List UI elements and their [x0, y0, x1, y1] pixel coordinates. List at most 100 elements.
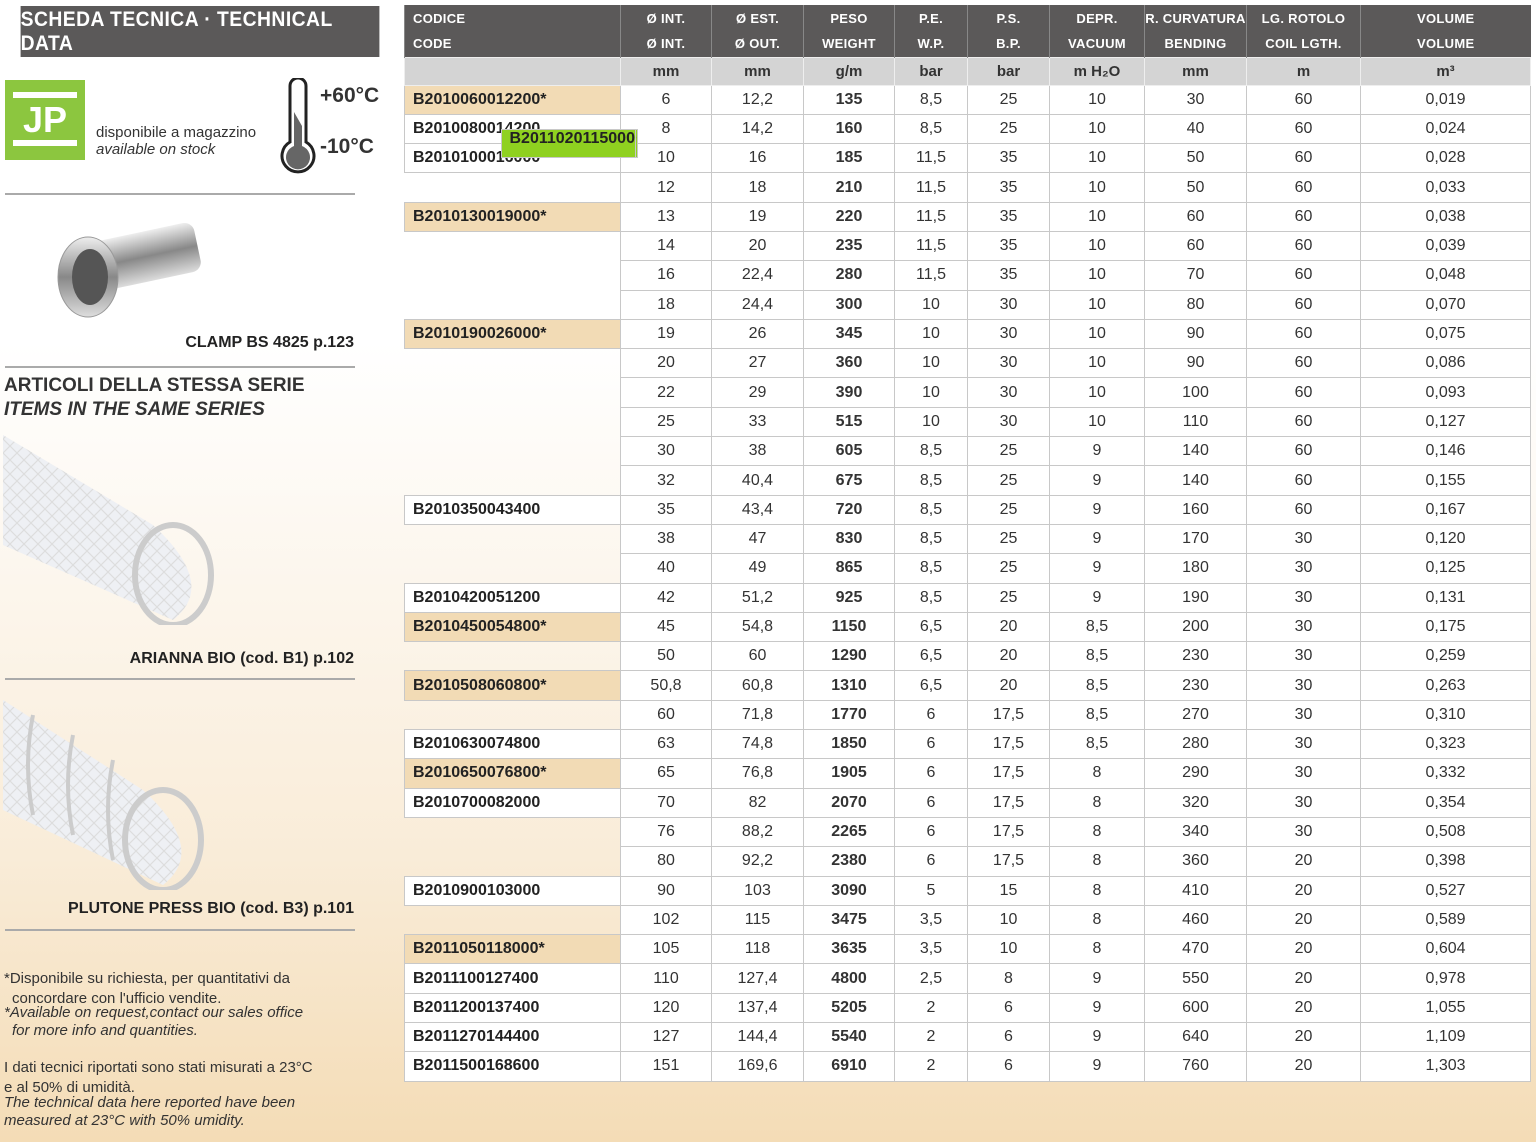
data-cell: 2070: [803, 787, 895, 818]
data-cell: 0,167: [1360, 494, 1531, 525]
data-cell: 127: [620, 1021, 712, 1053]
product-code: B2010900103000: [404, 875, 621, 906]
column-header: Ø EST.: [711, 5, 804, 31]
data-cell: 20: [620, 348, 712, 379]
table-row: B2010200027000202736010301090600,086: [405, 129, 1531, 379]
data-cell: 6910: [803, 1051, 895, 1082]
data-cell: 54,8: [711, 611, 804, 643]
data-cell: 0,033: [1360, 172, 1531, 203]
data-cell: 40: [620, 553, 712, 584]
data-cell: 17,5: [967, 699, 1050, 731]
data-cell: 60: [1246, 318, 1361, 350]
data-cell: 9: [1049, 553, 1145, 584]
data-cell: 30: [1246, 670, 1361, 701]
clamp-caption: CLAMP BS 4825 p.123: [185, 334, 354, 351]
data-cell: 760: [1144, 1051, 1247, 1082]
data-cell: 8,5: [1049, 729, 1145, 760]
data-cell: 8,5: [1049, 641, 1145, 672]
table-row: B2011100127400 110 127,4 4800 2,5 8 9 550 20 0,97…: [404, 963, 1531, 994]
divider: [5, 193, 355, 195]
data-cell: 17,5: [967, 729, 1050, 760]
data-cell: 0,024: [1360, 113, 1531, 145]
table-row: B2010900103000 90 103 3090 5 15 8 410 20 0,527: [404, 875, 1531, 906]
plutone-caption: PLUTONE PRESS BIO (cod. B3) p.101: [68, 900, 354, 917]
table-row: B20102500330002533515103010110600,127: [405, 129, 1531, 438]
data-cell: 160: [803, 113, 895, 145]
data-cell: 340: [1144, 816, 1247, 848]
jp-logo: JP: [5, 80, 85, 160]
column-header: mm: [1144, 56, 1247, 86]
note-line: e al 50% di umidità.: [4, 1079, 135, 1096]
data-cell: 30: [967, 406, 1050, 438]
column-header: mm: [711, 56, 804, 86]
data-cell: 30: [1246, 758, 1361, 789]
data-cell: 2380: [803, 846, 895, 877]
data-cell: 5205: [803, 992, 895, 1024]
data-cell: 35: [967, 172, 1050, 203]
column-header: bar: [894, 56, 968, 86]
note-line: I dati tecnici riportati sono stati misu…: [4, 1059, 313, 1076]
data-cell: 10: [1049, 377, 1145, 408]
page-title: SCHEDA TECNICA · TECHNICAL DATA: [20, 6, 380, 57]
data-cell: 0,070: [1360, 289, 1531, 320]
data-cell: 8,5: [1049, 611, 1145, 643]
data-cell: 110: [1144, 406, 1247, 438]
data-cell: 8,5: [894, 523, 968, 555]
data-cell: 8: [1049, 875, 1145, 906]
data-cell: 60: [1246, 348, 1361, 379]
data-cell: 19: [711, 201, 804, 232]
temp-min: -10°C: [320, 135, 374, 158]
column-header: bar: [967, 56, 1050, 86]
table-row: B2010420051200 42 51,2 925 8,5 25 9 190 30 0,131: [404, 582, 1531, 613]
column-header: R. CURVATURA: [1144, 5, 1247, 31]
data-cell: 4800: [803, 963, 895, 994]
data-cell: 20: [967, 641, 1050, 672]
header-row-english: CODE Ø INT. Ø OUT. WEIGHT W.P. B.P. VACUUM BEND…: [404, 31, 1531, 57]
column-header: DEPR.: [1049, 5, 1145, 31]
data-cell: 137,4: [711, 992, 804, 1024]
table-row: B2010350043400 35 43,4 720 8,5 25 9 160 60 0,167: [404, 494, 1531, 525]
data-cell: 22: [620, 377, 712, 408]
data-cell: 280: [1144, 729, 1247, 760]
data-cell: 30: [1246, 553, 1361, 584]
data-cell: 3475: [803, 904, 895, 936]
data-cell: 6: [894, 729, 968, 760]
data-cell: 60: [711, 641, 804, 672]
data-cell: 230: [1144, 670, 1247, 701]
data-cell: 0,125: [1360, 553, 1531, 584]
data-cell: 60,8: [711, 670, 804, 701]
data-cell: 235: [803, 230, 895, 262]
data-cell: 6: [894, 699, 968, 731]
column-header: VOLUME: [1360, 5, 1531, 31]
measurement-note: I dati tecnici riportati sono stati misu…: [4, 1058, 313, 1130]
data-cell: 9: [1049, 465, 1145, 496]
data-cell: 0,048: [1360, 260, 1531, 291]
data-cell: 0,323: [1360, 729, 1531, 760]
data-cell: 17,5: [967, 787, 1050, 818]
data-cell: 8,5: [894, 494, 968, 525]
data-cell: 35: [620, 494, 712, 525]
data-cell: 9: [1049, 436, 1145, 467]
data-cell: 40: [1144, 113, 1247, 145]
data-cell: 3,5: [894, 904, 968, 936]
data-cell: 19: [620, 318, 712, 350]
data-cell: 60: [1246, 377, 1361, 408]
data-cell: 0,086: [1360, 348, 1531, 379]
data-cell: 11,5: [894, 172, 968, 203]
data-cell: 70: [620, 787, 712, 818]
data-cell: 35: [967, 143, 1050, 174]
column-header: P.E.: [894, 5, 968, 31]
data-cell: 1150: [803, 611, 895, 643]
data-cell: 60: [1246, 436, 1361, 467]
column-header: Ø INT.: [620, 5, 712, 31]
data-cell: 60: [620, 699, 712, 731]
data-cell: 60: [1246, 84, 1361, 115]
data-cell: 675: [803, 465, 895, 496]
data-cell: 60: [1246, 230, 1361, 262]
data-cell: 20: [1246, 963, 1361, 994]
data-cell: 0,527: [1360, 875, 1531, 906]
data-cell: 20: [1246, 1021, 1361, 1053]
data-cell: 1,109: [1360, 1021, 1531, 1053]
